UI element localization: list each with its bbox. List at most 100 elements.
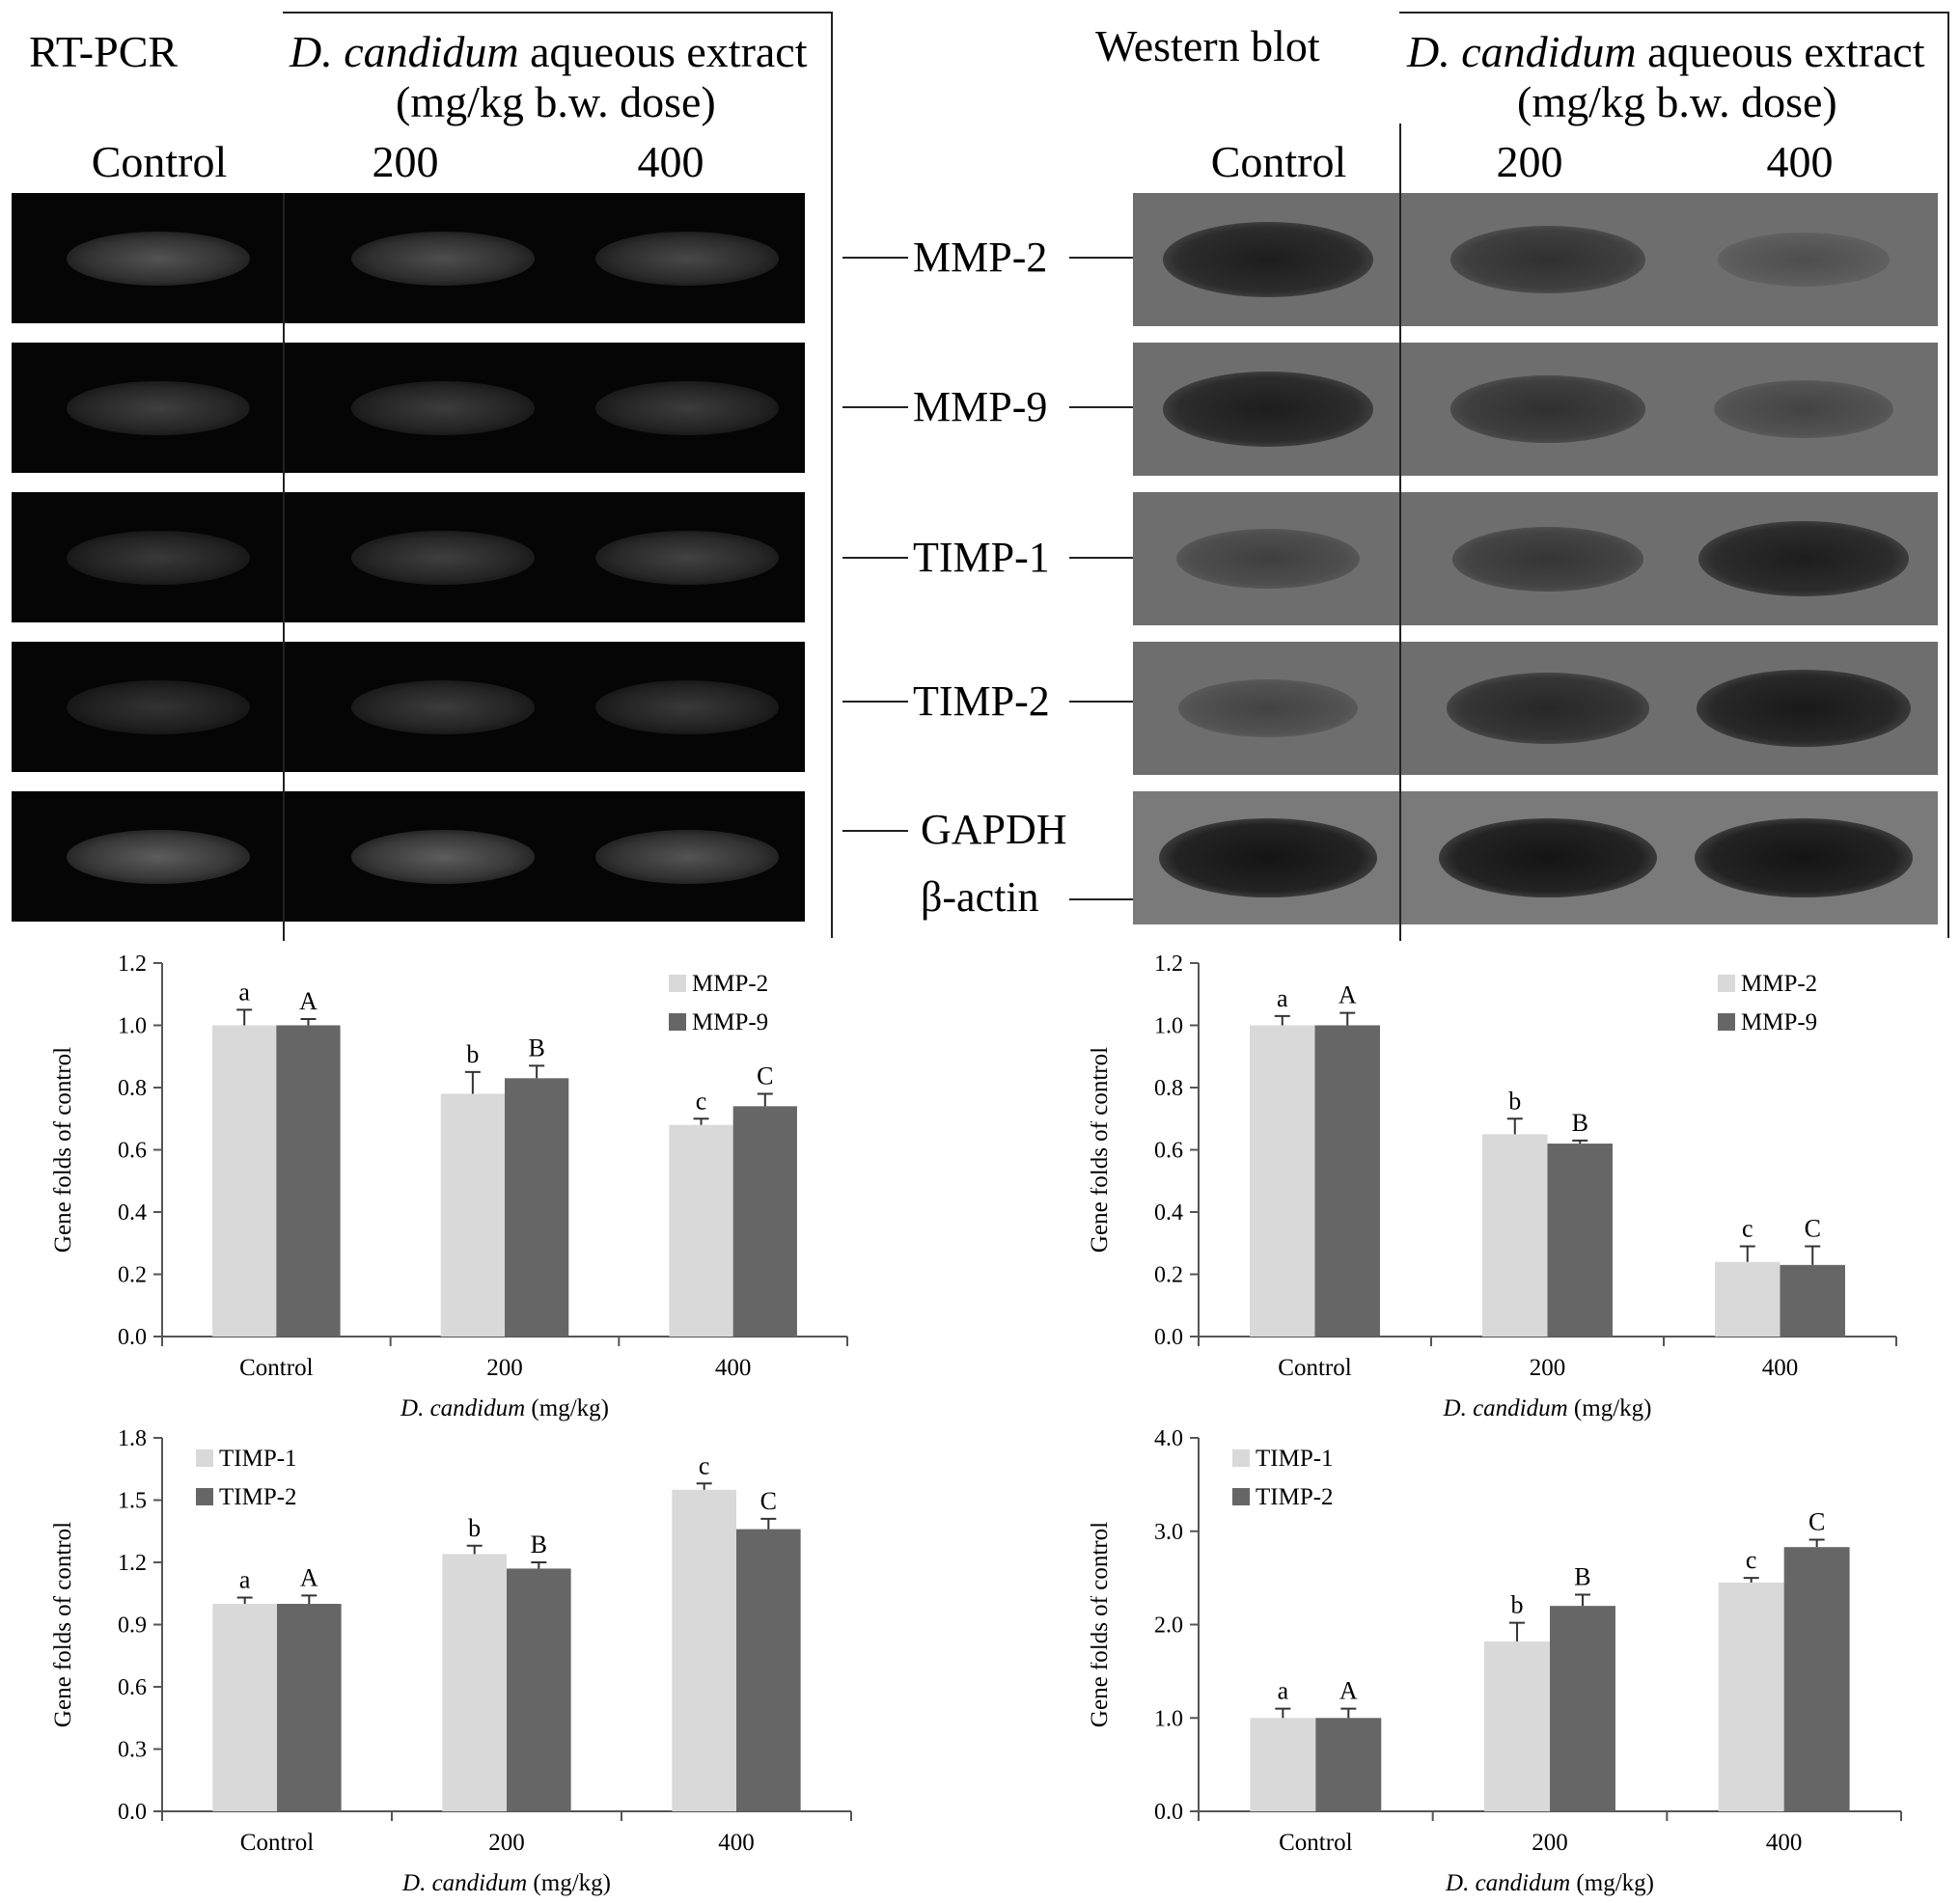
x-tick-label: 200 [1532,1830,1568,1856]
bar [1250,1025,1315,1337]
y-tick-label: 0.3 [118,1738,147,1763]
x-tick-label: 200 [488,1830,525,1856]
band-label-mmp2: MMP-2 [913,234,1048,281]
x-tick-label: 400 [715,1355,752,1381]
significance-letter: C [760,1487,777,1515]
bar [505,1078,569,1337]
blot-band [1159,817,1377,898]
bar [1250,1718,1316,1811]
y-tick-label: 0.0 [1154,1800,1183,1825]
y-tick-label: 0.0 [1154,1325,1183,1350]
bar [669,1124,733,1337]
connector-line [842,257,908,259]
y-tick-label: 0.6 [118,1139,147,1164]
gel-band [351,829,535,884]
gel-band [351,530,535,585]
gel-band [351,380,535,435]
x-tick-label: Control [1278,1355,1351,1381]
significance-letter: a [238,978,250,1006]
bar [1314,1025,1380,1337]
significance-letter: C [1808,1507,1825,1535]
bar [1715,1261,1781,1337]
blot-band [1714,379,1893,439]
x-axis-label: D. candidum (mg/kg) [400,1395,609,1421]
y-tick-label: 1.2 [1154,952,1183,977]
legend-label: MMP-9 [692,1009,768,1035]
gel-row-gapdh [12,791,805,922]
chart-western-timp: 0.0 1.0 2.0 3.0 4.0 Control a A 200 b B 400 c C Gene f… [1090,1426,1902,1896]
blot-band [1698,520,1909,597]
species-name: D. candidum [290,27,519,76]
band-label-timp1: TIMP-1 [913,534,1050,581]
bar [440,1093,505,1337]
x-axis-label-species: D. candidum [400,1395,525,1421]
gel-band [351,679,535,734]
significance-letter: A [299,987,317,1015]
western-treatment-header-line2: (mg/kg b.w. dose) [1517,77,1837,126]
bar [672,1489,736,1811]
y-tick-label: 1.8 [118,1426,147,1451]
x-tick-label: Control [240,1830,314,1856]
y-axis-label: Gene folds of control [1090,1047,1113,1253]
bar [1783,1547,1850,1811]
bar [212,1025,277,1337]
blot-row-timp-1 [1133,492,1938,625]
x-axis-label-unit: (mg/kg) [1568,1395,1652,1421]
connector-line [842,701,908,703]
y-tick-label: 0.6 [1154,1139,1183,1164]
y-tick-label: 0.4 [1154,1200,1183,1226]
blot-band [1163,221,1373,298]
blot-band [1450,375,1645,443]
significance-letter: b [1511,1591,1524,1619]
connector-line [1069,406,1133,408]
gel-band [67,829,250,884]
bar [1484,1641,1550,1811]
significance-letter: c [1746,1546,1757,1574]
band-label-mmp9: MMP-9 [913,383,1048,430]
significance-letter: c [1742,1214,1753,1242]
legend-swatch [196,1488,213,1505]
gel-band [595,829,779,884]
gel-band [595,679,779,734]
x-tick-label: 400 [1766,1830,1803,1856]
significance-letter: A [300,1563,318,1591]
bar [1315,1718,1382,1811]
treatment-header-rest: aqueous extract [518,27,808,76]
legend-swatch [1718,1013,1735,1031]
legend-label: MMP-9 [1741,1009,1817,1035]
blot-band [1450,226,1645,293]
significance-letter: a [239,1566,251,1594]
legend-label: MMP-2 [1741,971,1817,997]
x-tick-label: Control [1279,1830,1352,1856]
western-title: Western blot [1095,21,1320,70]
gel-band [595,530,779,585]
legend-swatch [1718,975,1735,992]
y-tick-label: 0.8 [118,1076,147,1101]
band-label-gapdh: GAPDH [921,806,1067,853]
bar [442,1554,507,1811]
significance-letter: c [699,1451,710,1479]
bar [1780,1264,1845,1337]
connector-line [1069,898,1133,900]
blot-row-timp-2 [1133,642,1938,775]
x-axis-label: D. candidum (mg/kg) [401,1870,611,1896]
blot-row-mmp-9 [1133,343,1938,476]
blot-band [1176,528,1360,590]
western-bracket-right [1947,12,1949,938]
gel-band [67,530,250,585]
x-tick-label: Control [239,1355,313,1381]
rtpcr-lane-label-400: 400 [637,137,704,186]
x-tick-label: 400 [1762,1355,1799,1381]
rtpcr-bracket-right [831,12,833,938]
blot-band [1439,817,1657,898]
y-tick-label: 0.8 [1154,1076,1183,1101]
y-tick-label: 0.2 [118,1263,147,1288]
western-lane-label-400: 400 [1766,137,1834,186]
bar [212,1604,277,1811]
y-axis-label: Gene folds of control [1090,1522,1113,1727]
blot-band [1452,526,1643,592]
x-tick-label: 200 [486,1355,523,1381]
blot-band [1447,673,1649,744]
x-axis-label-unit: (mg/kg) [525,1395,609,1421]
legend-label: MMP-2 [692,971,768,997]
